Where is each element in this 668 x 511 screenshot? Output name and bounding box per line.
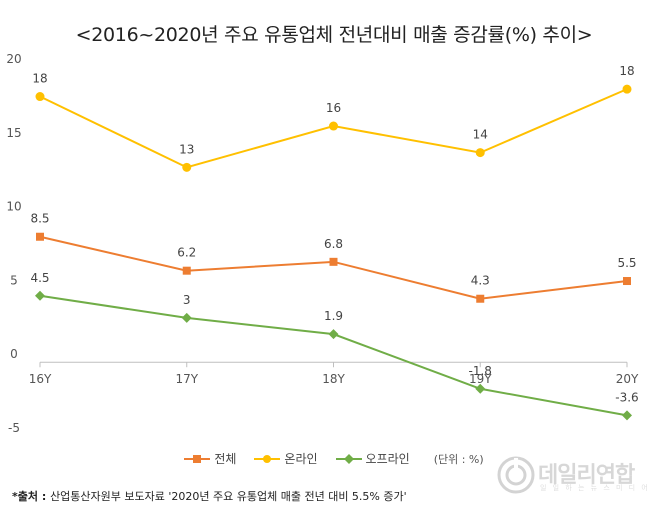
data-label: 4.3: [471, 274, 490, 288]
legend-label: 온라인: [284, 452, 318, 466]
legend-item: 전체: [184, 450, 236, 467]
data-label: 14: [473, 128, 488, 142]
data-label: 4.5: [30, 271, 49, 285]
data-label: 8.5: [30, 212, 49, 226]
data-label: 16: [326, 101, 341, 115]
data-point: [329, 257, 338, 266]
data-label: 3: [183, 293, 191, 307]
data-label: 6.8: [324, 237, 343, 251]
x-tick-label: 20Y: [616, 372, 639, 386]
data-point: [476, 294, 485, 303]
x-tick-label: 17Y: [175, 372, 198, 386]
data-point: [622, 84, 632, 94]
x-axis: 16Y 17Y 18Y 19Y 20Y: [29, 361, 639, 386]
legend-label: 오프라인: [365, 452, 410, 466]
x-tick-label: 18Y: [322, 372, 345, 386]
y-tick-label: 20: [6, 52, 21, 66]
series-layer: 8.5 6.2 6.8 4.3 5.5 18 13 16 14 18 4.5 3 1.9 -1.8 -3.6: [30, 64, 639, 421]
y-tick-label: 15: [6, 126, 21, 140]
source-text: 산업통산자원부 보도자료 '2020년 주요 유통업체 매출 전년 대비 5.5…: [50, 490, 407, 503]
data-point: [36, 232, 44, 241]
data-point: [328, 329, 339, 340]
legend-swatch-icon: [184, 454, 211, 463]
watermark-logo: 데일리연합 일 일 하 는 뉴 스 미 디 어: [496, 455, 648, 495]
x-tick-label: 19Y: [469, 372, 492, 386]
data-point: [622, 410, 632, 421]
legend-item: 오프라인: [335, 450, 410, 467]
data-point: [329, 121, 338, 131]
watermark-subtitle: 일 일 하 는 뉴 스 미 디 어: [540, 484, 650, 492]
data-point: [182, 266, 191, 275]
data-point: [181, 312, 192, 323]
y-tick-label: 0: [10, 347, 18, 361]
watermark-emblem-icon: [497, 456, 535, 494]
legend-item: 온라인: [254, 450, 318, 467]
data-label: -1.8: [469, 364, 492, 378]
legend: 전체 온라인 오프라인 (단위 : %): [0, 450, 668, 467]
legend-swatch-icon: [335, 453, 362, 464]
data-point: [35, 92, 45, 102]
y-axis-ticks: 20 15 10 5 0 -5: [6, 52, 21, 435]
y-tick-label: 5: [10, 273, 18, 287]
source-prefix: *출처 :: [12, 490, 51, 503]
y-tick-label: -5: [8, 421, 20, 435]
unit-note: (단위 : %): [433, 452, 484, 466]
data-label: 18: [619, 64, 634, 78]
data-point: [35, 290, 45, 301]
legend-label: 전체: [214, 452, 237, 466]
data-label: 6.2: [177, 246, 196, 260]
data-label: 18: [32, 72, 47, 86]
data-point: [475, 383, 486, 394]
line-chart: 20 15 10 5 0 -5 16Y 17Y 18Y 19Y 20Y 8.5 6.2 6.8 4.3 5…: [6, 52, 639, 435]
data-point: [475, 148, 485, 158]
y-tick-label: 10: [6, 200, 21, 214]
source-note: *출처 : 산업통산자원부 보도자료 '2020년 주요 유통업체 매출 전년 …: [12, 488, 407, 504]
data-label: 1.9: [324, 309, 343, 323]
data-point: [182, 162, 192, 172]
chart-title: <2016~2020년 주요 유통업체 전년대비 매출 증감률(%) 추이>: [75, 24, 593, 46]
watermark-name: 데일리연합: [538, 463, 635, 488]
data-label: -3.6: [615, 390, 638, 404]
data-label: 5.5: [617, 256, 636, 270]
legend-swatch-icon: [254, 454, 281, 463]
data-label: 13: [179, 142, 194, 156]
data-point: [623, 277, 631, 286]
x-tick-label: 16Y: [29, 372, 52, 386]
